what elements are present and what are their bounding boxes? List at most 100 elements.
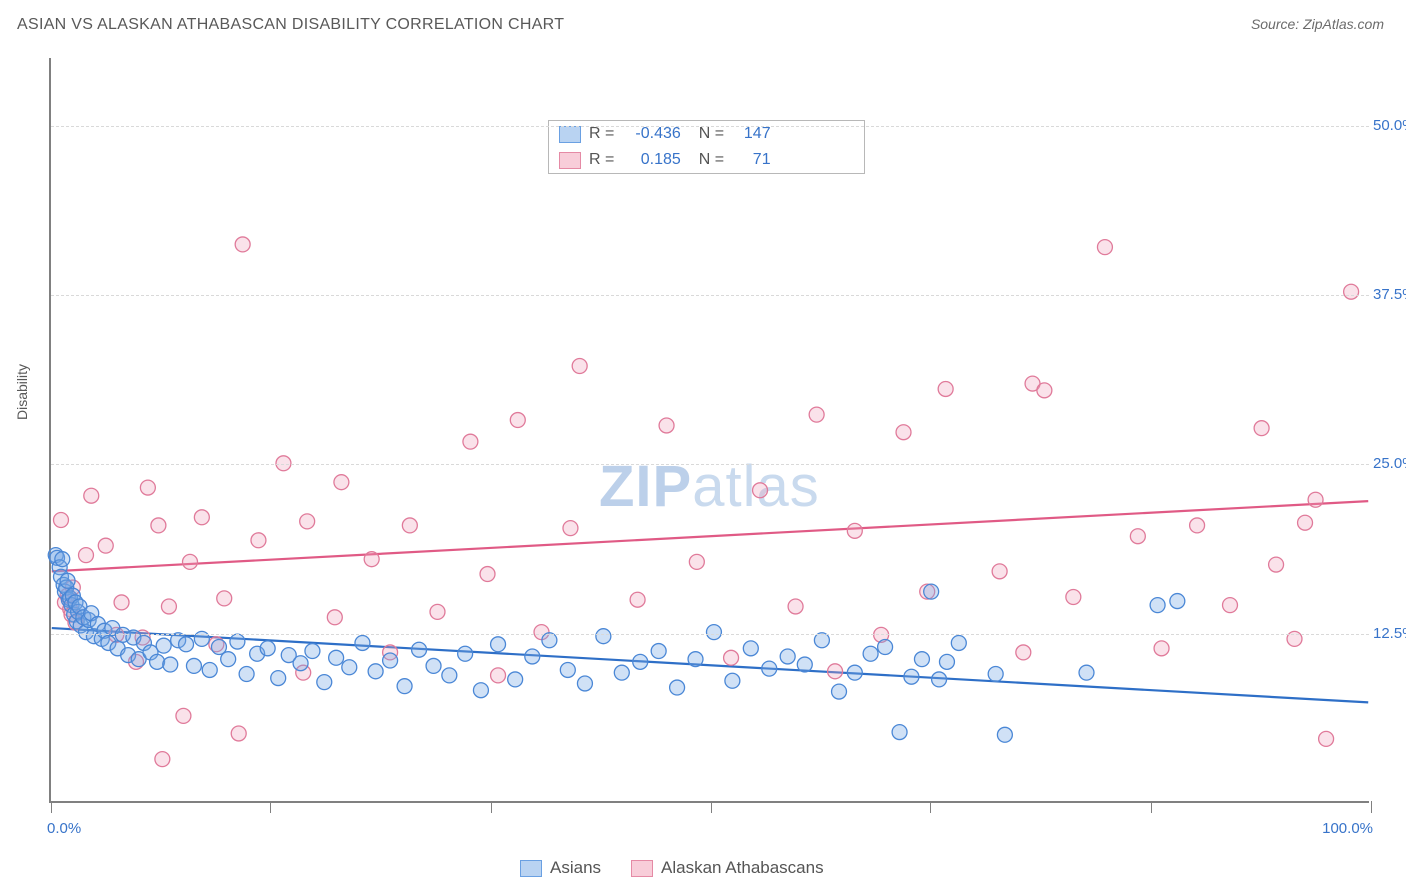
scatter-point: [651, 644, 666, 659]
scatter-point: [60, 573, 75, 588]
scatter-point: [904, 669, 919, 684]
scatter-point: [150, 654, 165, 669]
scatter-point: [140, 480, 155, 495]
x-tick: [51, 801, 52, 813]
scatter-point: [614, 665, 629, 680]
gridline: [51, 464, 1369, 465]
scatter-point: [1170, 594, 1185, 609]
trend-line: [52, 501, 1368, 571]
scatter-point: [54, 513, 69, 528]
scatter-point: [151, 518, 166, 533]
y-tick-label: 12.5%: [1373, 625, 1406, 642]
scatter-point: [997, 727, 1012, 742]
series-legend-item: Asians: [520, 858, 601, 878]
scatter-point: [235, 237, 250, 252]
scatter-point: [368, 664, 383, 679]
legend-swatch: [631, 860, 653, 877]
x-tick: [711, 801, 712, 813]
scatter-point: [563, 521, 578, 536]
scatter-point: [878, 640, 893, 655]
scatter-point: [300, 514, 315, 529]
scatter-point: [230, 634, 245, 649]
scatter-point: [239, 667, 254, 682]
gridline: [51, 634, 1369, 635]
y-tick-label: 25.0%: [1373, 455, 1406, 472]
scatter-point: [753, 483, 768, 498]
scatter-point: [491, 637, 506, 652]
scatter-point: [260, 641, 275, 656]
stats-legend-text: R = 0.185N = 71: [589, 151, 854, 169]
scatter-point: [163, 657, 178, 672]
y-axis-label: Disability: [14, 364, 30, 420]
x-tick-label-end: 100.0%: [1322, 820, 1373, 837]
scatter-point: [914, 652, 929, 667]
scatter-point: [988, 667, 1003, 682]
scatter-point: [633, 654, 648, 669]
series-legend: AsiansAlaskan Athabascans: [520, 858, 824, 878]
scatter-point: [55, 552, 70, 567]
scatter-point: [402, 518, 417, 533]
x-tick: [1371, 801, 1372, 813]
stats-legend-text: R = -0.436N = 147: [589, 125, 854, 143]
scatter-point: [293, 656, 308, 671]
scatter-point: [79, 548, 94, 563]
scatter-point: [1097, 240, 1112, 255]
scatter-point: [364, 552, 379, 567]
scatter-point: [1016, 645, 1031, 660]
scatter-point: [458, 646, 473, 661]
scatter-point: [1066, 590, 1081, 605]
scatter-point: [194, 510, 209, 525]
scatter-point: [327, 610, 342, 625]
scatter-point: [1319, 731, 1334, 746]
y-tick-label: 37.5%: [1373, 286, 1406, 303]
legend-swatch: [520, 860, 542, 877]
scatter-point: [797, 657, 812, 672]
scatter-point: [1079, 665, 1094, 680]
scatter-point: [442, 668, 457, 683]
y-tick-label: 50.0%: [1373, 117, 1406, 134]
scatter-point: [596, 629, 611, 644]
x-tick: [491, 801, 492, 813]
scatter-point: [1190, 518, 1205, 533]
scatter-point: [863, 646, 878, 661]
scatter-point: [510, 413, 525, 428]
scatter-point: [896, 425, 911, 440]
scatter-point: [217, 591, 232, 606]
gridline: [51, 126, 1369, 127]
scatter-point: [355, 635, 370, 650]
scatter-point: [84, 488, 99, 503]
scatter-point: [397, 679, 412, 694]
scatter-point: [271, 671, 286, 686]
scatter-point: [832, 684, 847, 699]
scatter-point: [342, 660, 357, 675]
scatter-point: [659, 418, 674, 433]
scatter-point: [788, 599, 803, 614]
stats-legend-row: R = 0.185N = 71: [549, 147, 864, 173]
scatter-point: [202, 662, 217, 677]
scatter-point: [1223, 598, 1238, 613]
scatter-point: [412, 642, 427, 657]
scatter-point: [814, 633, 829, 648]
stats-legend: R = -0.436N = 147 R = 0.185N = 71: [548, 120, 865, 174]
scatter-point: [176, 708, 191, 723]
x-tick-label-start: 0.0%: [47, 820, 81, 837]
scatter-point: [251, 533, 266, 548]
scatter-point: [161, 599, 176, 614]
scatter-point: [572, 359, 587, 374]
scatter-point: [156, 638, 171, 653]
scatter-point: [508, 672, 523, 687]
scatter-point: [828, 664, 843, 679]
scatter-point: [334, 475, 349, 490]
scatter-point: [992, 564, 1007, 579]
series-legend-label: Asians: [550, 858, 601, 878]
scatter-point: [426, 658, 441, 673]
scatter-point: [1308, 492, 1323, 507]
scatter-point: [1037, 383, 1052, 398]
scatter-point: [463, 434, 478, 449]
legend-swatch: [559, 126, 581, 143]
scatter-point: [1130, 529, 1145, 544]
scatter-point: [670, 680, 685, 695]
scatter-point: [186, 658, 201, 673]
scatter-point: [473, 683, 488, 698]
scatter-point: [939, 654, 954, 669]
